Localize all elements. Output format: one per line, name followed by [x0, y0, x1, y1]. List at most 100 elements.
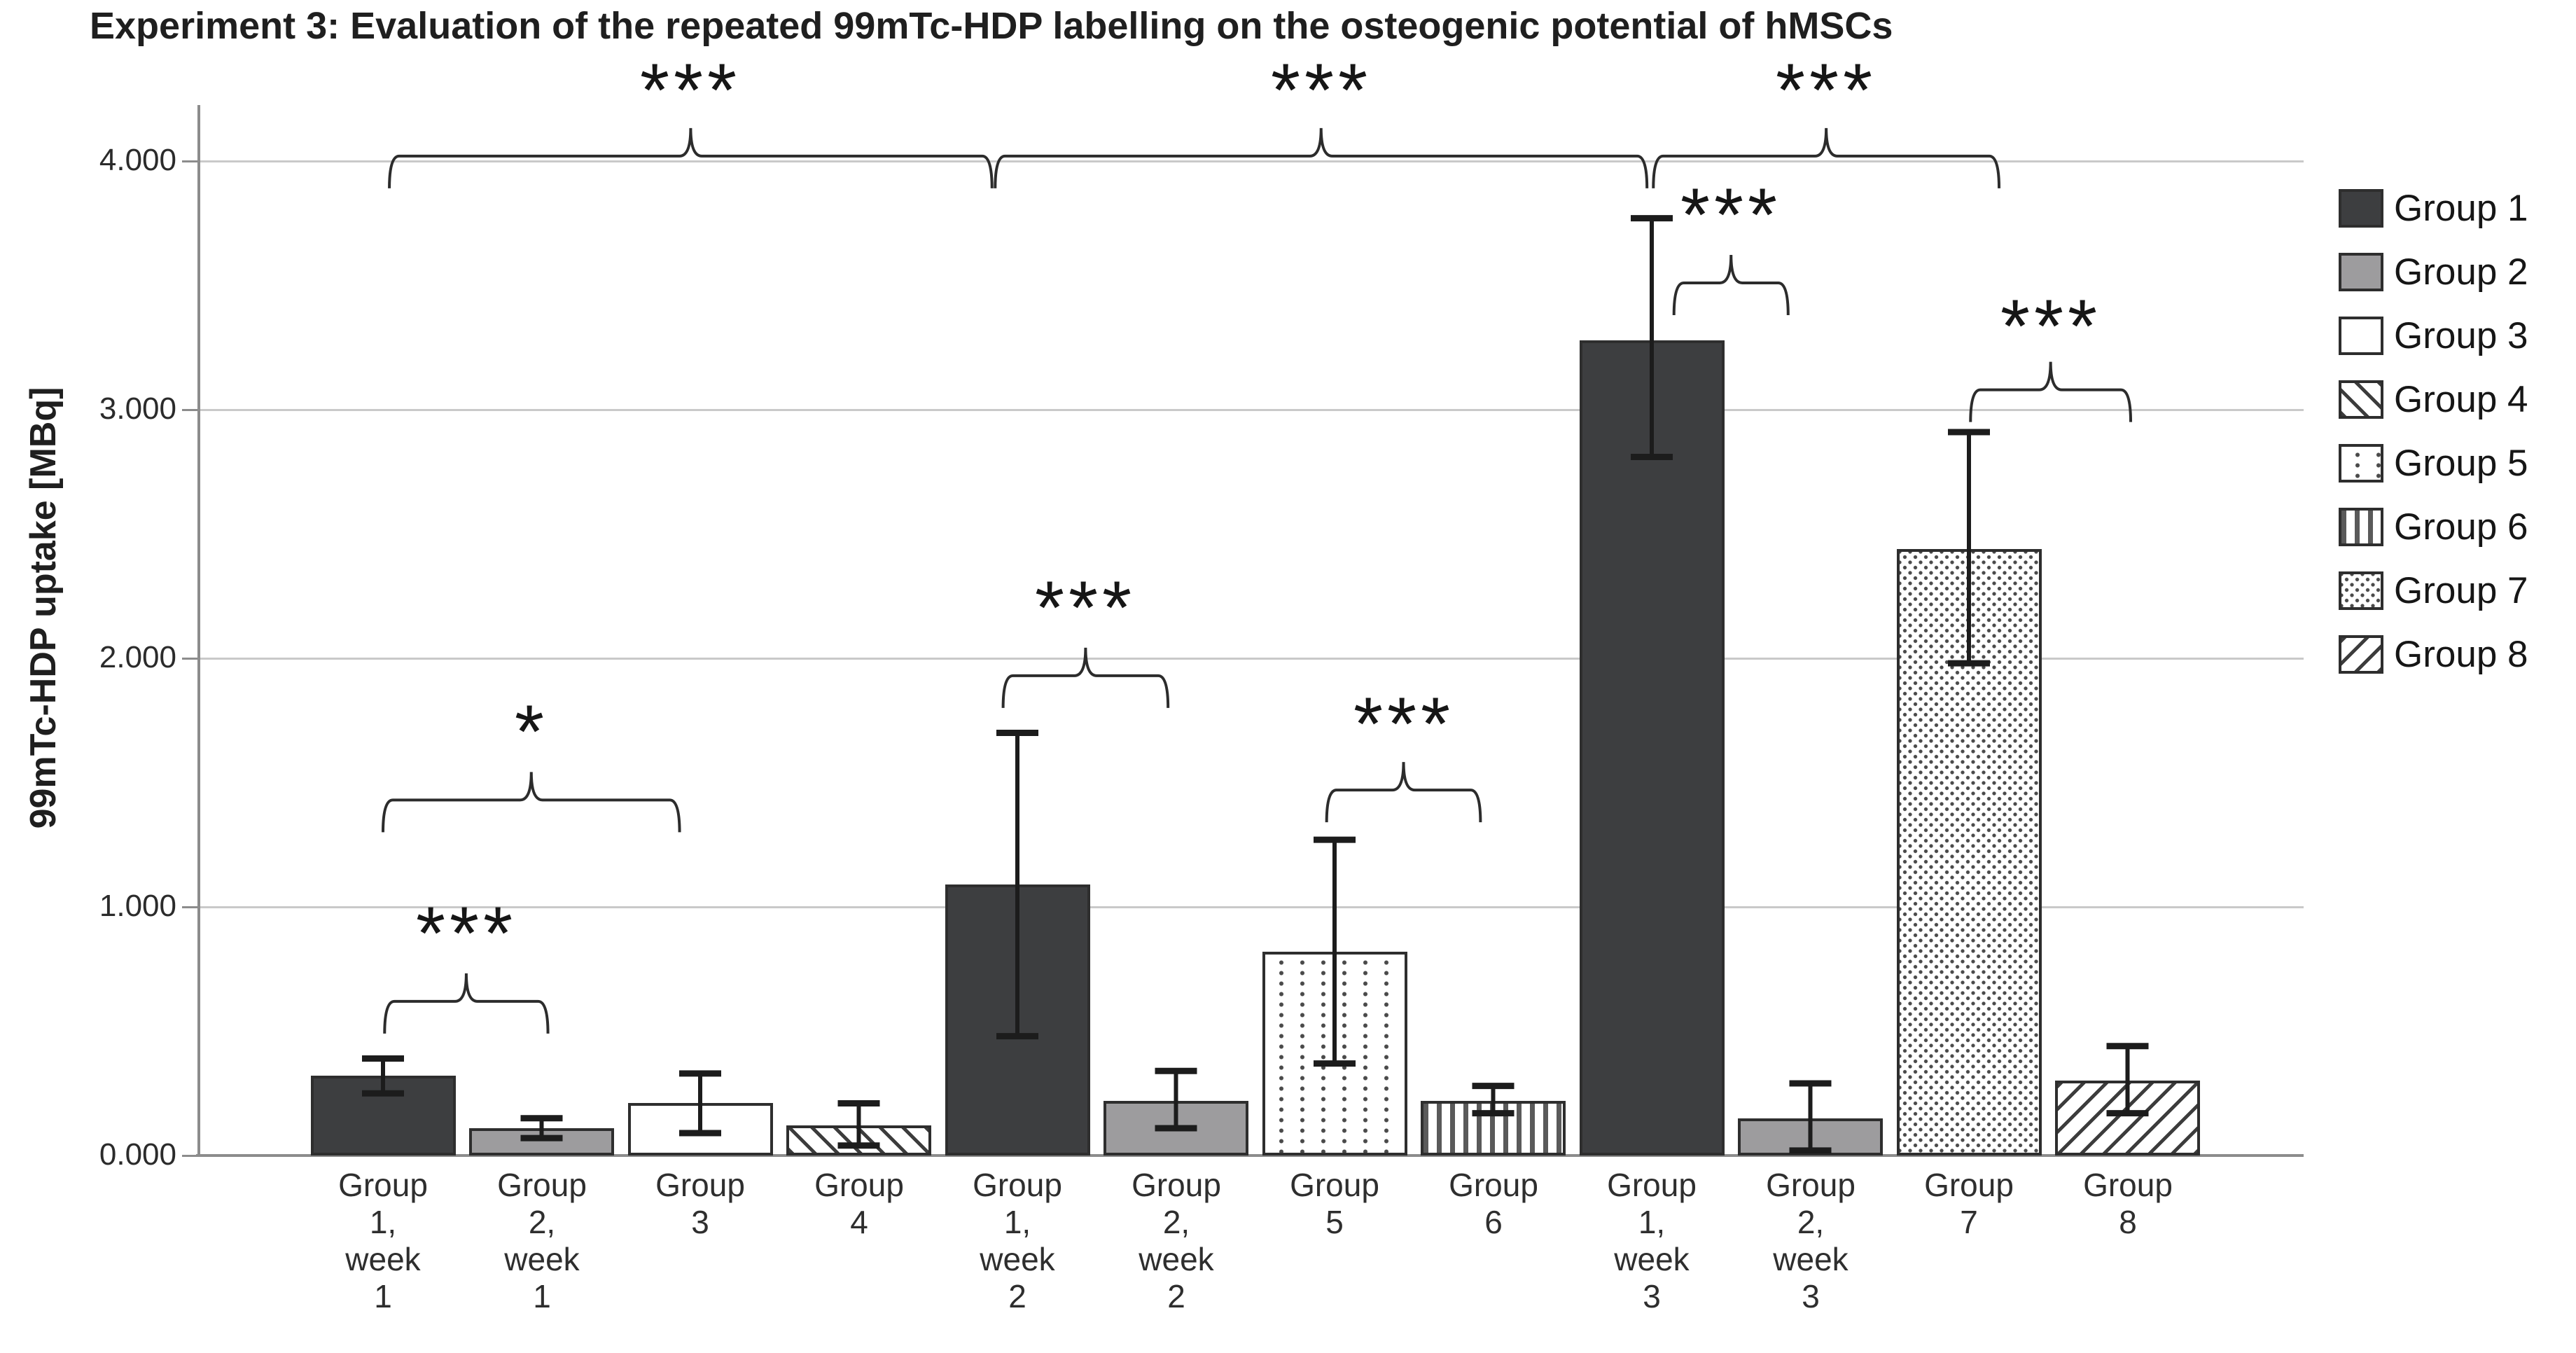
- x-label-line: Group: [1290, 1167, 1379, 1203]
- chart-title: Experiment 3: Evaluation of the repeated…: [90, 5, 1893, 47]
- significance-label: ***: [1034, 564, 1136, 650]
- legend-swatch-solid-medium-gray-icon: [2339, 253, 2383, 291]
- x-label-line: week: [504, 1241, 580, 1277]
- bar-group-6: [1421, 1101, 1566, 1156]
- x-label-line: 1,: [369, 1204, 397, 1240]
- x-label-line: week: [345, 1241, 421, 1277]
- significance-bracket: [388, 127, 994, 188]
- y-tick-mark: [182, 658, 197, 660]
- x-label-group-7: Group 7: [1888, 1167, 2049, 1241]
- x-label-line: 2: [1008, 1278, 1026, 1314]
- legend-item-group-7: Group 7: [2339, 559, 2528, 623]
- x-label-group-2-week-1: Group 2, week 1: [461, 1167, 622, 1315]
- x-label-line: 7: [1960, 1204, 1978, 1240]
- legend-swatch-sparse-dots-icon: [2339, 444, 2383, 483]
- gridline-2.000: [197, 658, 2304, 660]
- legend-swatch-white-icon: [2339, 317, 2383, 355]
- x-label-group-5: Group 5: [1254, 1167, 1415, 1241]
- significance-label: ***: [1680, 172, 1782, 257]
- x-label-line: week: [1773, 1241, 1849, 1277]
- x-axis-line: [196, 1154, 2304, 1157]
- y-tick-mark: [182, 906, 197, 908]
- legend-label: Group 8: [2394, 634, 2528, 675]
- legend-label: Group 2: [2394, 251, 2528, 293]
- legend-swatch-vertical-stripes-icon: [2339, 508, 2383, 546]
- x-label-line: 1,: [1003, 1204, 1031, 1240]
- x-label-line: 1,: [1638, 1204, 1666, 1240]
- significance-label: ***: [1775, 47, 1877, 132]
- significance-label: ***: [2000, 283, 2102, 368]
- bar-group-1-week-2: [945, 884, 1090, 1156]
- significance-bracket: [1969, 361, 2133, 422]
- x-label-line: Group: [2083, 1167, 2173, 1203]
- legend-item-group-6: Group 6: [2339, 495, 2528, 559]
- bar-group-2-week-3: [1738, 1118, 1883, 1156]
- significance-bracket: [383, 973, 550, 1034]
- legend-swatch-solid-dark-gray-icon: [2339, 189, 2383, 228]
- significance-label: ***: [1270, 47, 1372, 132]
- x-label-line: 3: [1802, 1278, 1820, 1314]
- bar-group-8: [2055, 1081, 2200, 1156]
- x-label-group-4: Group 4: [779, 1167, 940, 1241]
- x-label-line: 6: [1484, 1204, 1503, 1240]
- legend-swatch-forward-slash-hatch-icon: [2339, 635, 2383, 674]
- significance-bracket: [994, 127, 1649, 188]
- significance-label: ***: [639, 47, 742, 132]
- significance-bracket: [1325, 762, 1482, 823]
- bar-group-3: [628, 1103, 773, 1156]
- bar-group-4: [786, 1125, 931, 1156]
- x-label-line: 1: [374, 1278, 392, 1314]
- x-label-line: 2,: [1797, 1204, 1825, 1240]
- significance-bracket: [1001, 647, 1170, 708]
- gridline-4.000: [197, 160, 2304, 162]
- significance-bracket: [382, 772, 681, 833]
- legend-label: Group 7: [2394, 570, 2528, 611]
- x-label-line: Group: [497, 1167, 587, 1203]
- legend-swatch-dense-dots-icon: [2339, 571, 2383, 610]
- x-label-line: Group: [338, 1167, 428, 1203]
- x-label-line: week: [1139, 1241, 1214, 1277]
- x-label-group-6: Group 6: [1413, 1167, 1574, 1241]
- legend-swatch-backslash-hatch-icon: [2339, 380, 2383, 419]
- bar-group-2-week-1: [469, 1128, 614, 1156]
- x-label-line: 2: [1167, 1278, 1185, 1314]
- x-label-line: Group: [1924, 1167, 2014, 1203]
- x-label-line: 8: [2119, 1204, 2137, 1240]
- x-label-group-8: Group 8: [2047, 1167, 2208, 1241]
- x-label-line: week: [1614, 1241, 1690, 1277]
- x-label-group-3: Group 3: [620, 1167, 781, 1241]
- x-label-line: Group: [1766, 1167, 1856, 1203]
- x-label-line: Group: [1449, 1167, 1538, 1203]
- x-label-line: Group: [655, 1167, 745, 1203]
- x-label-line: 4: [850, 1204, 868, 1240]
- bar-group-1-week-3: [1580, 340, 1725, 1156]
- legend-item-group-5: Group 5: [2339, 431, 2528, 495]
- legend-label: Group 5: [2394, 443, 2528, 484]
- legend: Group 1 Group 2 Group 3 Group 4 Group 5 Group…: [2339, 176, 2528, 686]
- x-label-line: 3: [1643, 1278, 1661, 1314]
- y-tick-label: 0.000: [99, 1137, 176, 1172]
- y-tick-label: 4.000: [99, 143, 176, 177]
- x-label-line: 5: [1325, 1204, 1344, 1240]
- y-axis-title: 99mTc-HDP uptake [MBq]: [23, 387, 64, 829]
- y-tick-mark: [182, 160, 197, 162]
- legend-item-group-8: Group 8: [2339, 623, 2528, 686]
- y-tick-mark: [182, 409, 197, 411]
- legend-label: Group 1: [2394, 188, 2528, 229]
- x-label-group-2-week-3: Group 2, week 3: [1730, 1167, 1891, 1315]
- legend-label: Group 3: [2394, 315, 2528, 356]
- x-label-line: 1: [533, 1278, 551, 1314]
- legend-item-group-4: Group 4: [2339, 368, 2528, 431]
- x-label-group-1-week-3: Group 1, week 3: [1571, 1167, 1732, 1315]
- x-label-line: Group: [1607, 1167, 1697, 1203]
- y-tick-label: 1.000: [99, 889, 176, 923]
- legend-item-group-2: Group 2: [2339, 240, 2528, 304]
- legend-label: Group 4: [2394, 379, 2528, 420]
- x-label-line: Group: [814, 1167, 904, 1203]
- x-label-group-1-week-1: Group 1, week 1: [302, 1167, 464, 1315]
- significance-label: ***: [1353, 681, 1455, 766]
- x-label-group-2-week-2: Group 2, week 2: [1096, 1167, 1257, 1315]
- y-tick-label: 2.000: [99, 640, 176, 674]
- bar-group-7: [1897, 549, 2042, 1156]
